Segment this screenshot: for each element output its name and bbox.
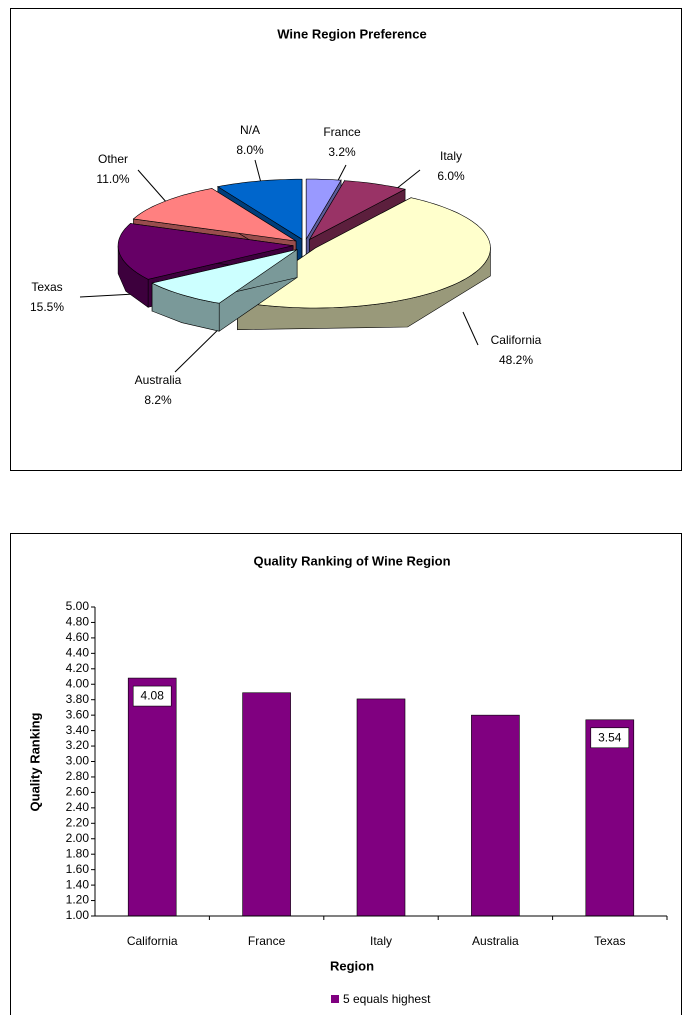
chart-title: Quality Ranking of Wine Region: [253, 553, 450, 568]
y-tick-label: 2.40: [66, 800, 90, 814]
pie-slice: [132, 188, 297, 242]
pie-slice: [151, 249, 298, 304]
x-tick-label: Italy: [370, 934, 392, 948]
y-tick-label: 4.20: [66, 661, 90, 675]
pie-slice: [216, 178, 303, 240]
y-tick-label: 2.00: [66, 831, 90, 845]
y-tick-label: 3.20: [66, 738, 90, 752]
data-label-name: Texas: [31, 280, 62, 294]
pie-slice: [236, 197, 491, 309]
y-tick-label: 2.20: [66, 815, 90, 829]
y-tick-label: 5.00: [66, 599, 90, 613]
data-label-name: Australia: [135, 373, 182, 387]
bar: [585, 719, 635, 917]
y-tick-label: 1.60: [66, 862, 90, 876]
y-tick-label: 1.00: [66, 908, 90, 922]
legend-swatch: [331, 995, 339, 1003]
y-tick-label: 4.00: [66, 676, 90, 690]
data-label: 8.0%: [236, 143, 264, 157]
pie-slice: [117, 223, 294, 280]
y-tick-label: 3.60: [66, 707, 90, 721]
data-label-box: [132, 685, 172, 707]
x-tick-label: France: [248, 934, 286, 948]
pie-slice: [308, 180, 406, 241]
data-label-name: France: [323, 125, 361, 139]
data-label-box: [590, 727, 630, 749]
bar: [242, 692, 291, 917]
bar: [127, 677, 177, 917]
y-tick-label: 4.60: [66, 630, 90, 644]
chart-title: Wine Region Preference: [277, 26, 426, 41]
x-axis-label: Region: [330, 958, 374, 973]
data-label: 4.08: [141, 689, 165, 703]
data-label-name: N/A: [240, 123, 260, 137]
data-label: 3.54: [598, 730, 622, 744]
x-tick-label: California: [127, 934, 178, 948]
data-label-name: Other: [98, 152, 128, 166]
data-label: 48.2%: [499, 353, 533, 367]
y-tick-label: 2.60: [66, 785, 90, 799]
y-tick-label: 1.80: [66, 846, 90, 860]
y-tick-label: 3.80: [66, 692, 90, 706]
bar: [471, 714, 520, 917]
y-tick-label: 4.80: [66, 615, 90, 629]
data-label: 6.0%: [437, 169, 465, 183]
x-tick-label: Australia: [472, 934, 519, 948]
y-tick-label: 3.40: [66, 723, 90, 737]
data-label-name: Italy: [440, 149, 462, 163]
y-tick-label: 2.80: [66, 769, 90, 783]
data-label: 15.5%: [30, 300, 64, 314]
data-label: 3.2%: [328, 145, 356, 159]
pie-slice: [305, 178, 342, 241]
data-label: 11.0%: [96, 172, 129, 186]
y-tick-label: 4.40: [66, 646, 90, 660]
chart-frame: [10, 533, 682, 1015]
y-axis-label: Quality Ranking: [27, 712, 42, 811]
y-tick-label: 3.00: [66, 754, 90, 768]
x-tick-label: Texas: [594, 934, 625, 948]
y-tick-label: 1.20: [66, 893, 90, 907]
y-tick-label: 1.40: [66, 877, 90, 891]
data-label-name: California: [491, 333, 542, 347]
bar: [356, 698, 406, 917]
data-label: 8.2%: [144, 393, 172, 407]
legend-label: 5 equals highest: [343, 992, 431, 1006]
